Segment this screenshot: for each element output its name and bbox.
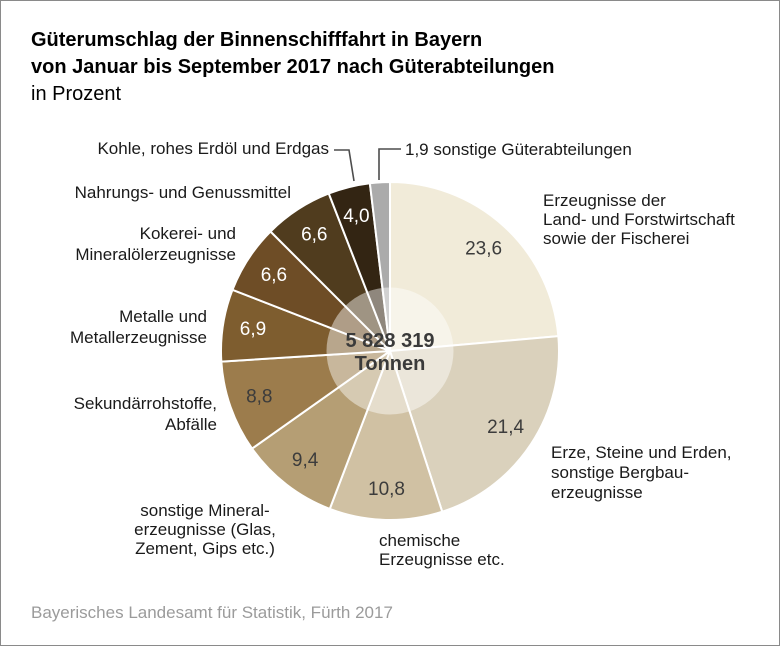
page-subtitle: in Prozent: [31, 83, 122, 105]
pie-slices: [219, 180, 560, 521]
label-sonstige-gueterabteilungen: 1,9 sonstige Güterabteilungen: [405, 140, 632, 159]
pie-value-label-1: 21,4: [487, 417, 524, 438]
pie-slice-9: [368, 180, 391, 352]
label-mineralerzeugnisse: sonstige Mineral- erzeugnisse (Glas, Zem…: [134, 501, 276, 558]
label-chemische: chemische Erzeugnisse etc.: [379, 531, 505, 569]
pie-slice-4: [220, 350, 391, 450]
callout-line-sonstige: [378, 148, 401, 180]
pie-slice-3: [251, 350, 391, 510]
pie-value-label-3: 9,4: [292, 450, 319, 471]
pie-value-label-8: 4,0: [343, 206, 369, 227]
label-erzeugnisse-landwirtschaft: Erzeugnisse der Land- und Forstwirtschaf…: [543, 191, 735, 248]
label-sekundaerrohstoffe: Sekundärrohstoffe, Abfälle: [73, 394, 217, 434]
pie-value-label-2: 10,8: [368, 479, 405, 500]
pie-value-label-4: 8,8: [246, 387, 272, 408]
pie-slice-2: [328, 350, 444, 521]
pie-value-labels: 23,6 21,4 10,8 9,4 8,8 6,9 6,6 6,6 4,0: [240, 206, 525, 500]
pie-slice-0: [389, 181, 560, 352]
page-title-line2: von Januar bis September 2017 nach Güter…: [31, 56, 555, 78]
pie-slice-1: [389, 335, 560, 513]
label-metalle: Metalle und Metallerzeugnisse: [69, 307, 207, 347]
source-note: Bayerisches Landesamt für Statistik, Für…: [31, 603, 393, 622]
pie-value-label-6: 6,6: [261, 265, 287, 286]
callout-line-kohle: [334, 149, 355, 182]
chart-header: Güterumschlag der Binnenschifffahrt in B…: [31, 27, 555, 108]
pie-center-unit: Tonnen: [355, 353, 426, 375]
pie-center-overlay: [326, 287, 454, 415]
pie-value-label-5: 6,9: [240, 319, 266, 340]
pie-center-value: 5 828 319: [346, 330, 435, 352]
label-erze-steine: Erze, Steine und Erden, sonstige Bergbau…: [551, 443, 732, 502]
label-nahrungs: Nahrungs- und Genussmittel: [74, 183, 291, 202]
label-kohle: Kohle, rohes Erdöl und Erdgas: [97, 139, 329, 158]
label-kokerei: Kokerei- und Mineralölerzeugnisse: [75, 224, 236, 264]
pie-value-label-7: 6,6: [301, 224, 327, 245]
page-title-line1: Güterumschlag der Binnenschifffahrt in B…: [31, 29, 483, 51]
pie-value-label-0: 23,6: [465, 238, 502, 259]
